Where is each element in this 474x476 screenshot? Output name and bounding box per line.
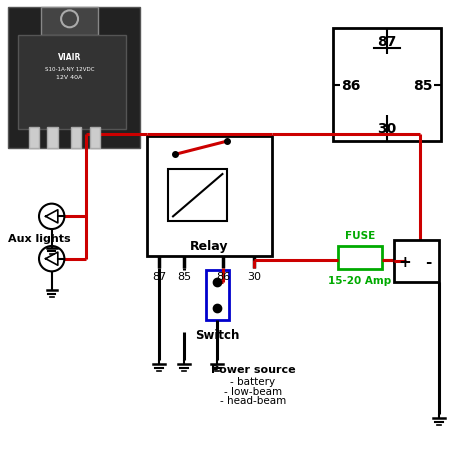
Bar bbox=[71, 128, 82, 149]
Bar bbox=[333, 29, 441, 142]
Text: 85: 85 bbox=[413, 79, 433, 92]
Text: Aux lights: Aux lights bbox=[8, 234, 70, 244]
Text: 30: 30 bbox=[377, 122, 397, 136]
Text: 12V 40A: 12V 40A bbox=[56, 75, 82, 80]
Text: +: + bbox=[398, 254, 411, 269]
Text: VIAIR: VIAIR bbox=[58, 53, 81, 62]
Text: 87: 87 bbox=[377, 35, 397, 50]
Bar bbox=[41, 8, 98, 36]
Text: Power source: Power source bbox=[210, 365, 295, 375]
Text: 86: 86 bbox=[216, 271, 230, 281]
Text: S10-1A-NY 12VDC: S10-1A-NY 12VDC bbox=[45, 67, 94, 71]
Bar bbox=[168, 170, 227, 221]
Text: FUSE: FUSE bbox=[345, 231, 375, 241]
Text: -: - bbox=[425, 254, 431, 269]
Text: - low-beam: - low-beam bbox=[224, 386, 282, 396]
Text: Relay: Relay bbox=[190, 240, 229, 253]
Text: 86: 86 bbox=[341, 79, 361, 92]
Bar bbox=[28, 128, 39, 149]
Bar bbox=[90, 128, 100, 149]
Bar bbox=[47, 128, 58, 149]
Bar bbox=[337, 247, 383, 269]
Bar bbox=[147, 137, 272, 257]
Bar bbox=[9, 8, 140, 149]
Bar bbox=[18, 36, 126, 130]
Bar bbox=[394, 240, 439, 283]
Text: 30: 30 bbox=[247, 271, 261, 281]
Text: Switch: Switch bbox=[195, 328, 239, 342]
Text: 15-20 Amp: 15-20 Amp bbox=[328, 275, 392, 285]
Text: - battery: - battery bbox=[230, 377, 275, 387]
Text: 87: 87 bbox=[152, 271, 166, 281]
Bar bbox=[206, 271, 228, 320]
Text: 85: 85 bbox=[177, 271, 191, 281]
Text: - head-beam: - head-beam bbox=[220, 396, 286, 406]
